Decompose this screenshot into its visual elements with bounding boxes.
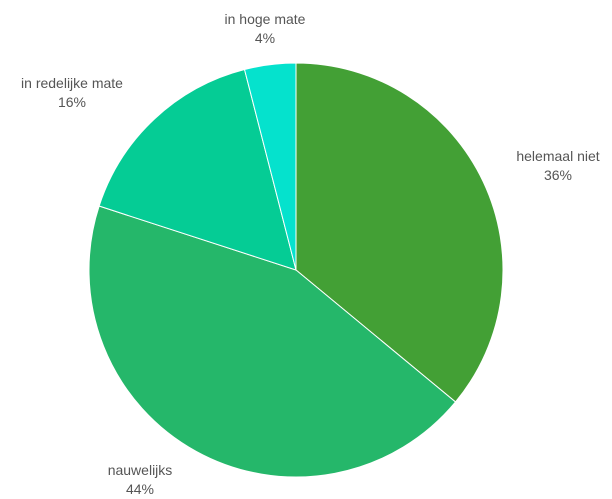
slice-label-in-redelijke-mate: in redelijke mate 16% (2, 74, 142, 112)
slice-label-in-hoge-mate: in hoge mate 4% (200, 10, 330, 48)
pie-slice-in-hoge-mate (243, 62, 297, 271)
pie-slice-helemaal-niet (295, 62, 504, 403)
slice-name: nauwelijks (107, 462, 173, 478)
slice-percent: 44% (125, 481, 155, 497)
slice-percent: 36% (543, 167, 573, 183)
slice-label-nauwelijks: nauwelijks 44% (85, 461, 195, 499)
pie-slice-in-redelijke-mate (98, 68, 297, 271)
slice-percent: 16% (57, 94, 87, 110)
pie-slice-nauwelijks (88, 205, 457, 478)
slice-name: helemaal niet (516, 148, 600, 164)
slice-name: in hoge mate (224, 11, 306, 27)
slice-label-helemaal-niet: helemaal niet 36% (498, 147, 612, 185)
slice-name: in redelijke mate (21, 75, 123, 91)
slice-percent: 4% (254, 30, 276, 46)
